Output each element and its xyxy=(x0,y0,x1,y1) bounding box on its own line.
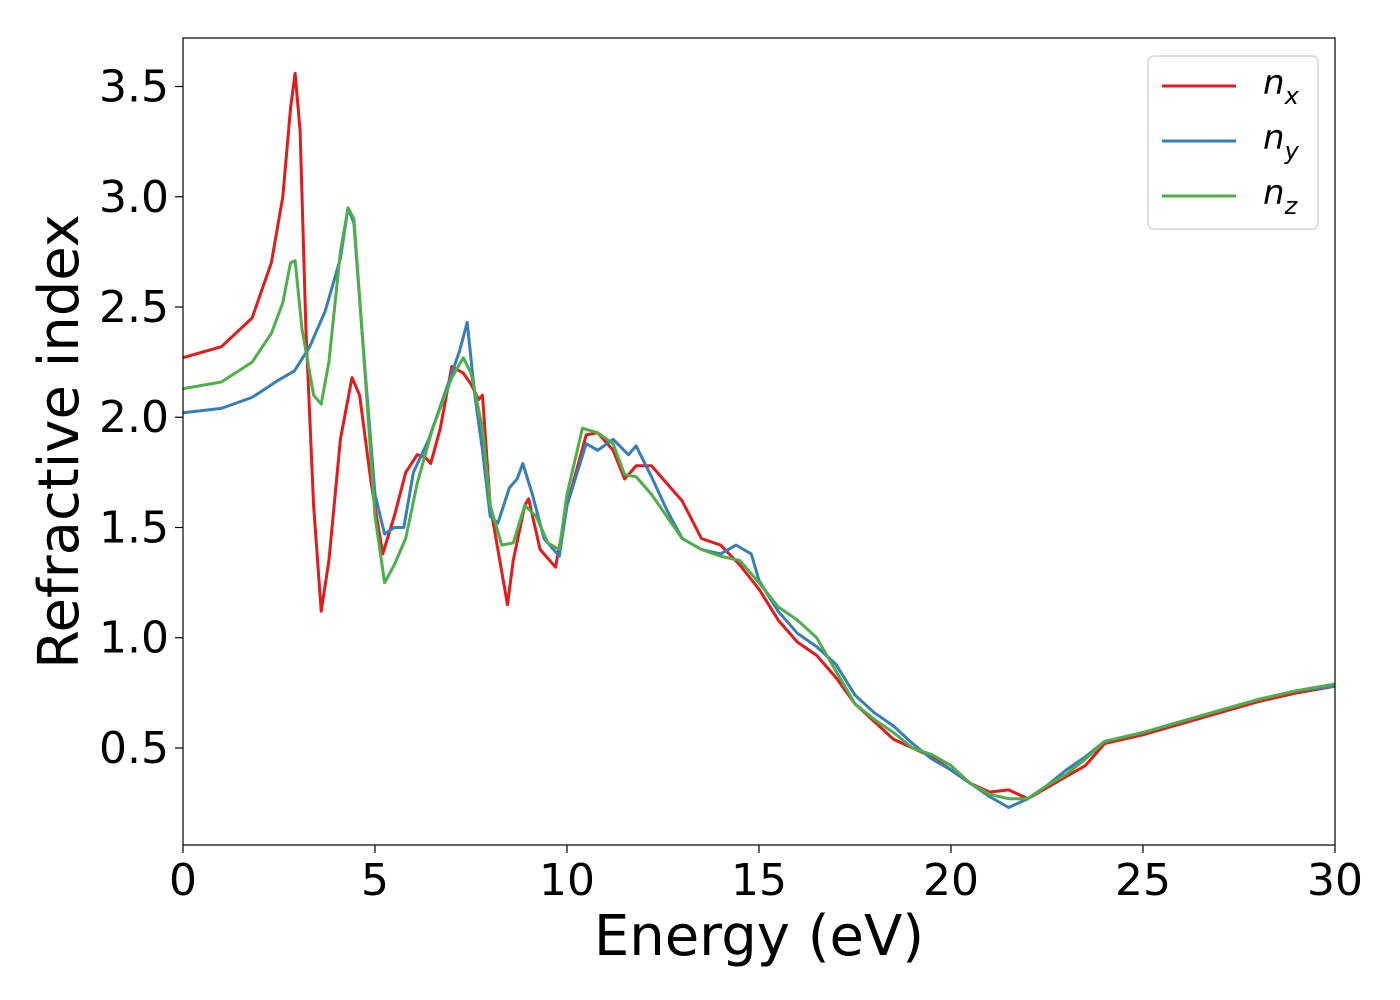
legend-label-z: nz xyxy=(1263,173,1299,220)
y-tick-label: 3.5 xyxy=(99,62,169,113)
series-line-y xyxy=(183,206,1335,809)
legend-label-base: n xyxy=(1263,173,1285,213)
x-tick-label: 20 xyxy=(923,855,979,906)
x-tick-label: 15 xyxy=(731,855,787,906)
legend-label-y: ny xyxy=(1263,118,1300,165)
legend-label-base: n xyxy=(1263,118,1285,158)
x-tick-label: 0 xyxy=(169,855,197,906)
x-tick-label: 30 xyxy=(1307,855,1363,906)
legend-label-subscript: y xyxy=(1284,137,1300,165)
series-line-z xyxy=(183,206,1335,801)
y-axis-ticks: 0.5 1.0 1.5 2.0 2.5 3.0 3.5 xyxy=(99,62,183,774)
legend-label-subscript: z xyxy=(1284,192,1299,220)
x-axis-title: Energy (eV) xyxy=(594,904,924,969)
x-tick-label: 5 xyxy=(361,855,389,906)
legend-label-x: nx xyxy=(1263,63,1300,110)
y-tick-label: 2.0 xyxy=(99,392,169,443)
y-tick-label: 1.5 xyxy=(99,502,169,553)
y-tick-label: 3.0 xyxy=(99,172,169,223)
x-tick-label: 10 xyxy=(539,855,595,906)
y-axis-title: Refractive index xyxy=(27,214,92,669)
plot-lines xyxy=(183,71,1335,809)
legend-label-subscript: x xyxy=(1284,82,1300,110)
legend-label-base: n xyxy=(1263,63,1285,103)
y-tick-label: 2.5 xyxy=(99,282,169,333)
y-tick-label: 0.5 xyxy=(99,723,169,774)
x-axis-ticks: 0 5 10 15 20 25 30 xyxy=(169,845,1363,906)
y-tick-label: 1.0 xyxy=(99,613,169,664)
x-tick-label: 25 xyxy=(1115,855,1171,906)
